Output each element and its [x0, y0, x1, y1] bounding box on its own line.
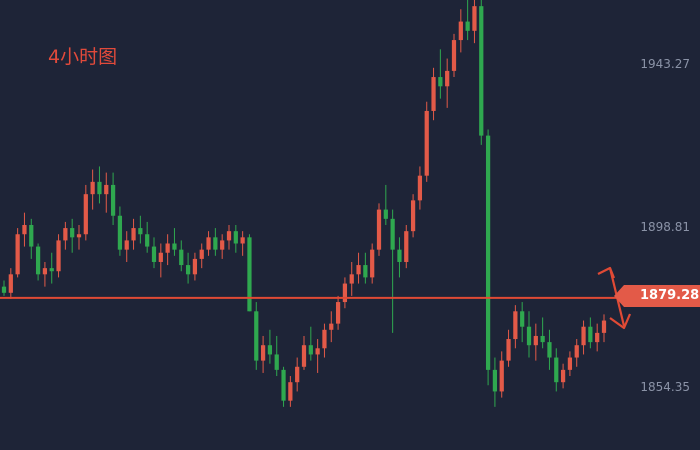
y-tick-label: 1854.35: [640, 380, 690, 394]
candle-body: [356, 265, 361, 275]
y-tick-label: 1943.27: [640, 57, 690, 71]
candle-body: [547, 342, 552, 358]
candle-body: [485, 135, 491, 370]
candle-body: [322, 329, 327, 349]
candle-body: [329, 323, 334, 330]
candle-body: [595, 332, 600, 343]
candle-body: [492, 369, 498, 392]
candle-body: [70, 228, 75, 238]
candle-body: [506, 339, 511, 361]
candle-body: [376, 209, 382, 250]
candle-body: [185, 265, 191, 275]
candle-body: [158, 252, 163, 262]
candle-body: [601, 320, 607, 333]
candle-body: [42, 268, 48, 275]
candle-body: [554, 357, 559, 383]
candle-body: [560, 369, 566, 383]
candle-body: [220, 240, 225, 250]
candle-body: [445, 70, 450, 87]
candle-body: [97, 181, 102, 195]
candle-body: [335, 302, 341, 324]
candle-body: [240, 237, 245, 244]
candle-body: [22, 225, 27, 235]
candle-body: [267, 345, 273, 355]
candle-body: [479, 6, 484, 136]
candle-body: [131, 228, 136, 241]
current-price-tag: 1879.28: [613, 285, 700, 307]
candle-body: [199, 249, 204, 259]
candle-body: [145, 234, 150, 247]
candle-body: [417, 175, 423, 201]
candle-body: [540, 335, 545, 343]
candle-body: [451, 40, 457, 71]
candle-body: [213, 237, 218, 250]
candle-body: [179, 249, 184, 266]
candle-body: [301, 345, 307, 367]
candle-body: [308, 345, 313, 355]
candle-body: [63, 228, 68, 241]
candle-body: [274, 354, 279, 370]
arrow-head-down: [609, 313, 632, 330]
candle-body: [404, 231, 409, 262]
candle-body: [8, 274, 13, 293]
candle-body: [458, 21, 463, 41]
candle-body: [83, 194, 88, 235]
candle-body: [397, 249, 402, 262]
candle-body: [90, 181, 95, 195]
candle-body: [247, 237, 252, 312]
candle-body: [117, 215, 123, 250]
candle-body: [192, 258, 198, 275]
candle-body: [124, 240, 129, 250]
candle-body: [465, 21, 470, 31]
y-tick-label: 1898.81: [640, 220, 690, 234]
candle-body: [151, 246, 157, 262]
candle-body: [472, 6, 477, 31]
candle-body: [76, 234, 82, 238]
candle-body: [574, 345, 579, 358]
candle-body: [526, 326, 532, 346]
candle-body: [349, 274, 354, 284]
candle-body: [581, 326, 586, 346]
candle-body: [56, 240, 61, 272]
candle-body: [260, 345, 266, 361]
candle-body: [206, 237, 211, 250]
candle-body: [390, 218, 395, 250]
candle-body: [1, 286, 7, 293]
candle-body: [172, 243, 177, 250]
candle-body: [370, 249, 375, 278]
candle-body: [29, 225, 34, 247]
candle-body: [288, 382, 293, 401]
candle-body: [363, 265, 368, 278]
candle-body: [233, 231, 238, 244]
candle-body: [342, 283, 348, 303]
candle-body: [499, 360, 504, 392]
candle-body: [138, 228, 143, 235]
candle-body: [438, 77, 443, 87]
candle-body: [254, 311, 259, 361]
candle-body: [110, 184, 116, 216]
candle-body: [410, 200, 416, 232]
candle-body: [295, 366, 300, 383]
chart-title: 4小时图: [48, 46, 118, 68]
candle-body: [281, 369, 286, 401]
candle-body: [49, 268, 54, 272]
candle-body: [588, 326, 593, 343]
candle-body: [520, 311, 525, 327]
candle-body: [383, 209, 388, 219]
candle-body: [315, 348, 320, 355]
candle-body: [165, 243, 170, 253]
candle-body: [35, 246, 41, 275]
candle-body: [533, 335, 538, 346]
candle-body: [567, 357, 573, 370]
candle-body: [15, 234, 20, 275]
candle-body: [226, 231, 232, 241]
candle-body: [513, 311, 518, 340]
candle-body: [424, 110, 429, 176]
candle-body: [431, 77, 436, 111]
candle-body: [104, 184, 109, 195]
